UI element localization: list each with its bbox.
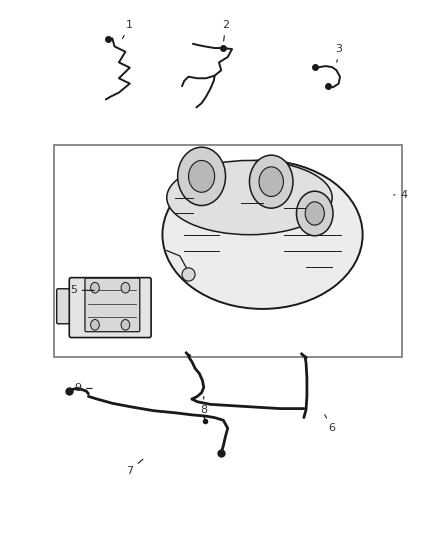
Ellipse shape [182,268,195,281]
Text: 6: 6 [325,415,336,433]
Text: 5: 5 [70,285,94,295]
Text: 9: 9 [74,383,92,393]
Circle shape [91,319,99,330]
FancyBboxPatch shape [69,278,151,337]
FancyBboxPatch shape [85,278,140,332]
Text: 4: 4 [394,190,407,200]
Circle shape [178,147,226,206]
Circle shape [250,155,293,208]
Circle shape [259,167,283,197]
Ellipse shape [167,160,332,235]
Text: 3: 3 [335,44,342,62]
Circle shape [91,282,99,293]
Text: 7: 7 [126,459,143,475]
Ellipse shape [162,160,363,309]
Circle shape [188,160,215,192]
Bar [53,144,402,357]
Circle shape [121,282,130,293]
Text: 1: 1 [122,20,133,39]
Text: 8: 8 [200,397,207,415]
Circle shape [297,191,333,236]
Circle shape [305,202,324,225]
Text: 2: 2 [222,20,229,41]
FancyBboxPatch shape [57,289,77,324]
Circle shape [121,319,130,330]
